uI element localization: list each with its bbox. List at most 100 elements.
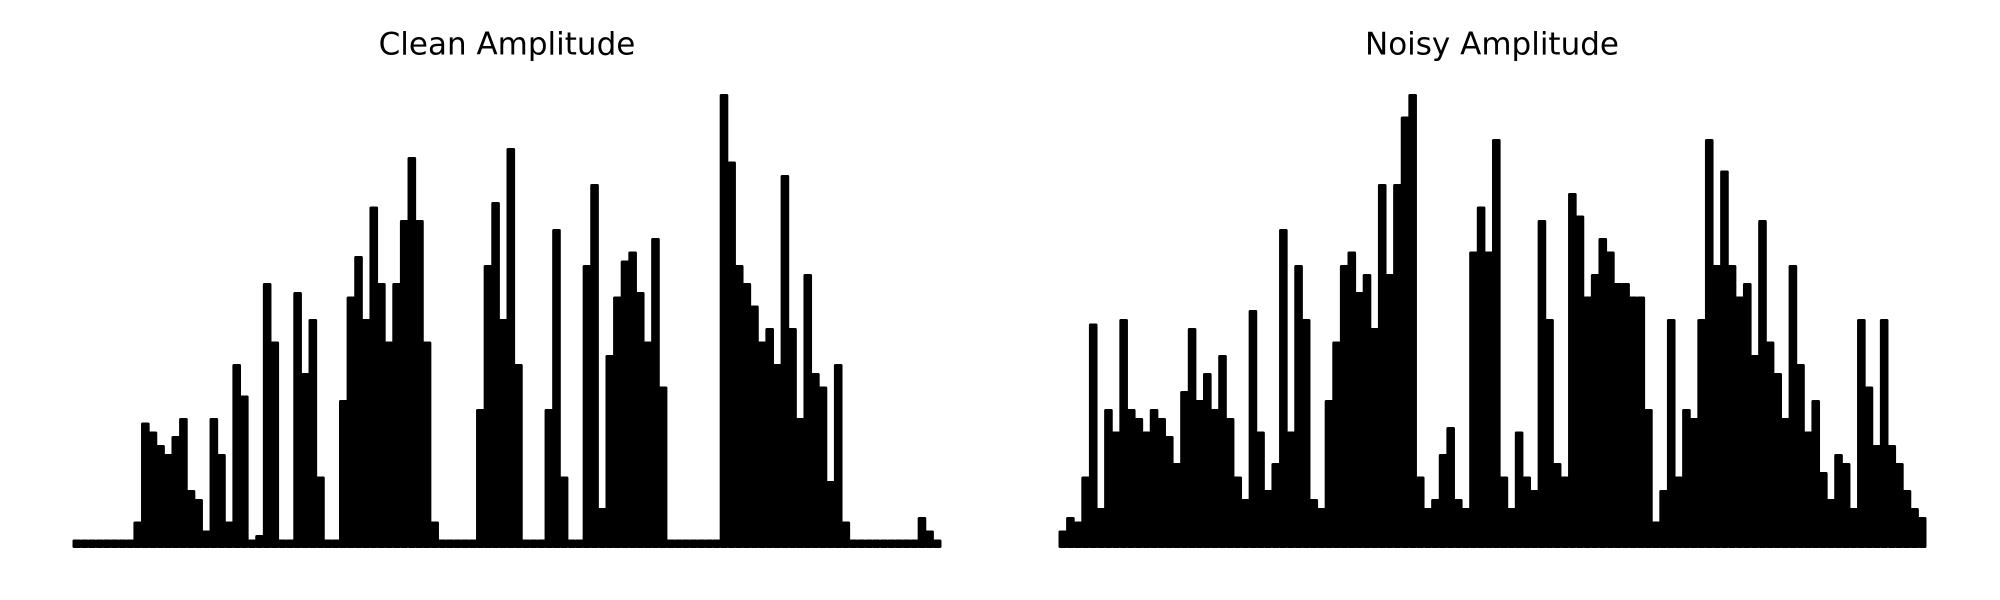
amplitude-bar — [247, 539, 257, 548]
amplitude-bar — [849, 539, 858, 548]
amplitude-bar — [1187, 328, 1197, 548]
amplitude-bar — [1682, 409, 1691, 548]
amplitude-bar — [894, 539, 904, 548]
amplitude-bar — [1499, 476, 1509, 548]
amplitude-bar — [201, 530, 211, 548]
amplitude-bar — [552, 229, 561, 548]
amplitude-bar — [468, 539, 478, 548]
amplitude-bar — [734, 265, 744, 548]
amplitude-bar — [658, 386, 668, 548]
amplitude-bar — [1324, 400, 1334, 548]
amplitude-bar — [270, 341, 280, 548]
amplitude-bar — [1431, 499, 1440, 548]
amplitude-bar — [841, 521, 851, 548]
amplitude-bar — [1309, 499, 1319, 548]
amplitude-bar — [217, 454, 226, 548]
amplitude-bar — [536, 539, 546, 548]
amplitude-bar — [300, 373, 310, 548]
amplitude-bar — [361, 319, 371, 548]
amplitude-bar — [529, 539, 538, 548]
amplitude-bar — [1104, 409, 1113, 548]
amplitude-bar — [932, 539, 942, 548]
amplitude-bar — [1552, 463, 1562, 548]
amplitude-bar — [278, 539, 287, 548]
amplitude-bar — [1507, 508, 1516, 548]
amplitude-bar — [1689, 418, 1699, 548]
amplitude-bar — [1560, 476, 1570, 548]
amplitude-bar — [1393, 184, 1402, 548]
amplitude-bar — [445, 539, 455, 548]
amplitude-bar — [1765, 341, 1775, 548]
amplitude-bar — [483, 265, 493, 548]
amplitude-bar — [788, 328, 797, 548]
amplitude-bar — [453, 539, 462, 548]
amplitude-bar — [384, 341, 394, 548]
amplitude-bar — [95, 539, 104, 548]
amplitude-bar — [293, 292, 302, 548]
amplitude-bar — [1666, 319, 1676, 548]
amplitude-bar — [1796, 364, 1805, 548]
amplitude-bar — [1834, 454, 1843, 548]
amplitude-bar — [209, 418, 219, 548]
amplitude-bar — [620, 260, 630, 548]
amplitude-bar — [1811, 400, 1821, 548]
amplitude-bar — [772, 364, 782, 548]
amplitude-bar — [1712, 265, 1722, 548]
amplitude-bar — [1857, 319, 1866, 548]
amplitude-bar — [628, 251, 637, 548]
amplitude-bar — [765, 328, 774, 548]
amplitude-bar — [1864, 386, 1874, 548]
amplitude-bar — [110, 539, 120, 548]
amplitude-bar — [1218, 355, 1227, 548]
amplitude-bar — [118, 539, 127, 548]
amplitude-bar — [1142, 431, 1151, 548]
amplitude-bar — [643, 341, 653, 548]
amplitude-bar — [1233, 476, 1243, 548]
amplitude-bar — [1347, 251, 1357, 548]
amplitude-bar — [1750, 355, 1760, 548]
amplitude-bar — [833, 364, 843, 548]
amplitude-bar — [430, 521, 439, 548]
amplitude-bar — [1606, 251, 1615, 548]
amplitude-bar — [1271, 463, 1281, 548]
amplitude-bar — [316, 476, 325, 548]
amplitude-bar — [1727, 265, 1737, 548]
amplitude-bar — [712, 539, 721, 548]
amplitude-bar — [651, 238, 660, 548]
amplitude-bar — [757, 341, 767, 548]
amplitude-bar — [826, 481, 835, 548]
amplitude-bar — [613, 296, 622, 548]
amplitude-bar — [1195, 400, 1204, 548]
amplitude-bar — [795, 418, 805, 548]
amplitude-bar — [338, 400, 348, 548]
amplitude-bar — [925, 530, 934, 548]
amplitude-bar — [864, 539, 873, 548]
amplitude-bar — [1339, 265, 1349, 548]
amplitude-bar — [498, 319, 508, 548]
amplitude-bar — [1058, 530, 1068, 548]
amplitude-bar — [1210, 409, 1220, 548]
amplitude-bar — [1203, 373, 1212, 548]
amplitude-bar — [72, 539, 82, 548]
amplitude-bar — [1134, 418, 1144, 548]
amplitude-bar — [818, 386, 828, 548]
chart-title: Noisy Amplitude — [1365, 27, 1619, 63]
amplitude-bar — [422, 341, 432, 548]
amplitude-bar — [514, 364, 523, 548]
amplitude-bar — [1537, 220, 1547, 548]
amplitude-bar — [780, 175, 790, 548]
amplitude-bar — [437, 539, 447, 548]
amplitude-bar — [1803, 431, 1813, 548]
amplitude-bar — [910, 539, 919, 548]
amplitude-bar — [689, 539, 698, 548]
amplitude-bar — [696, 539, 706, 548]
amplitude-bar — [476, 409, 485, 548]
amplitude-bar — [597, 508, 607, 548]
amplitude-bar — [1111, 431, 1121, 548]
amplitude-bar — [902, 539, 912, 548]
amplitude-bar — [856, 539, 866, 548]
amplitude-bar — [575, 539, 584, 548]
amplitude-bar — [1583, 296, 1592, 548]
amplitude-bar — [1613, 283, 1623, 548]
